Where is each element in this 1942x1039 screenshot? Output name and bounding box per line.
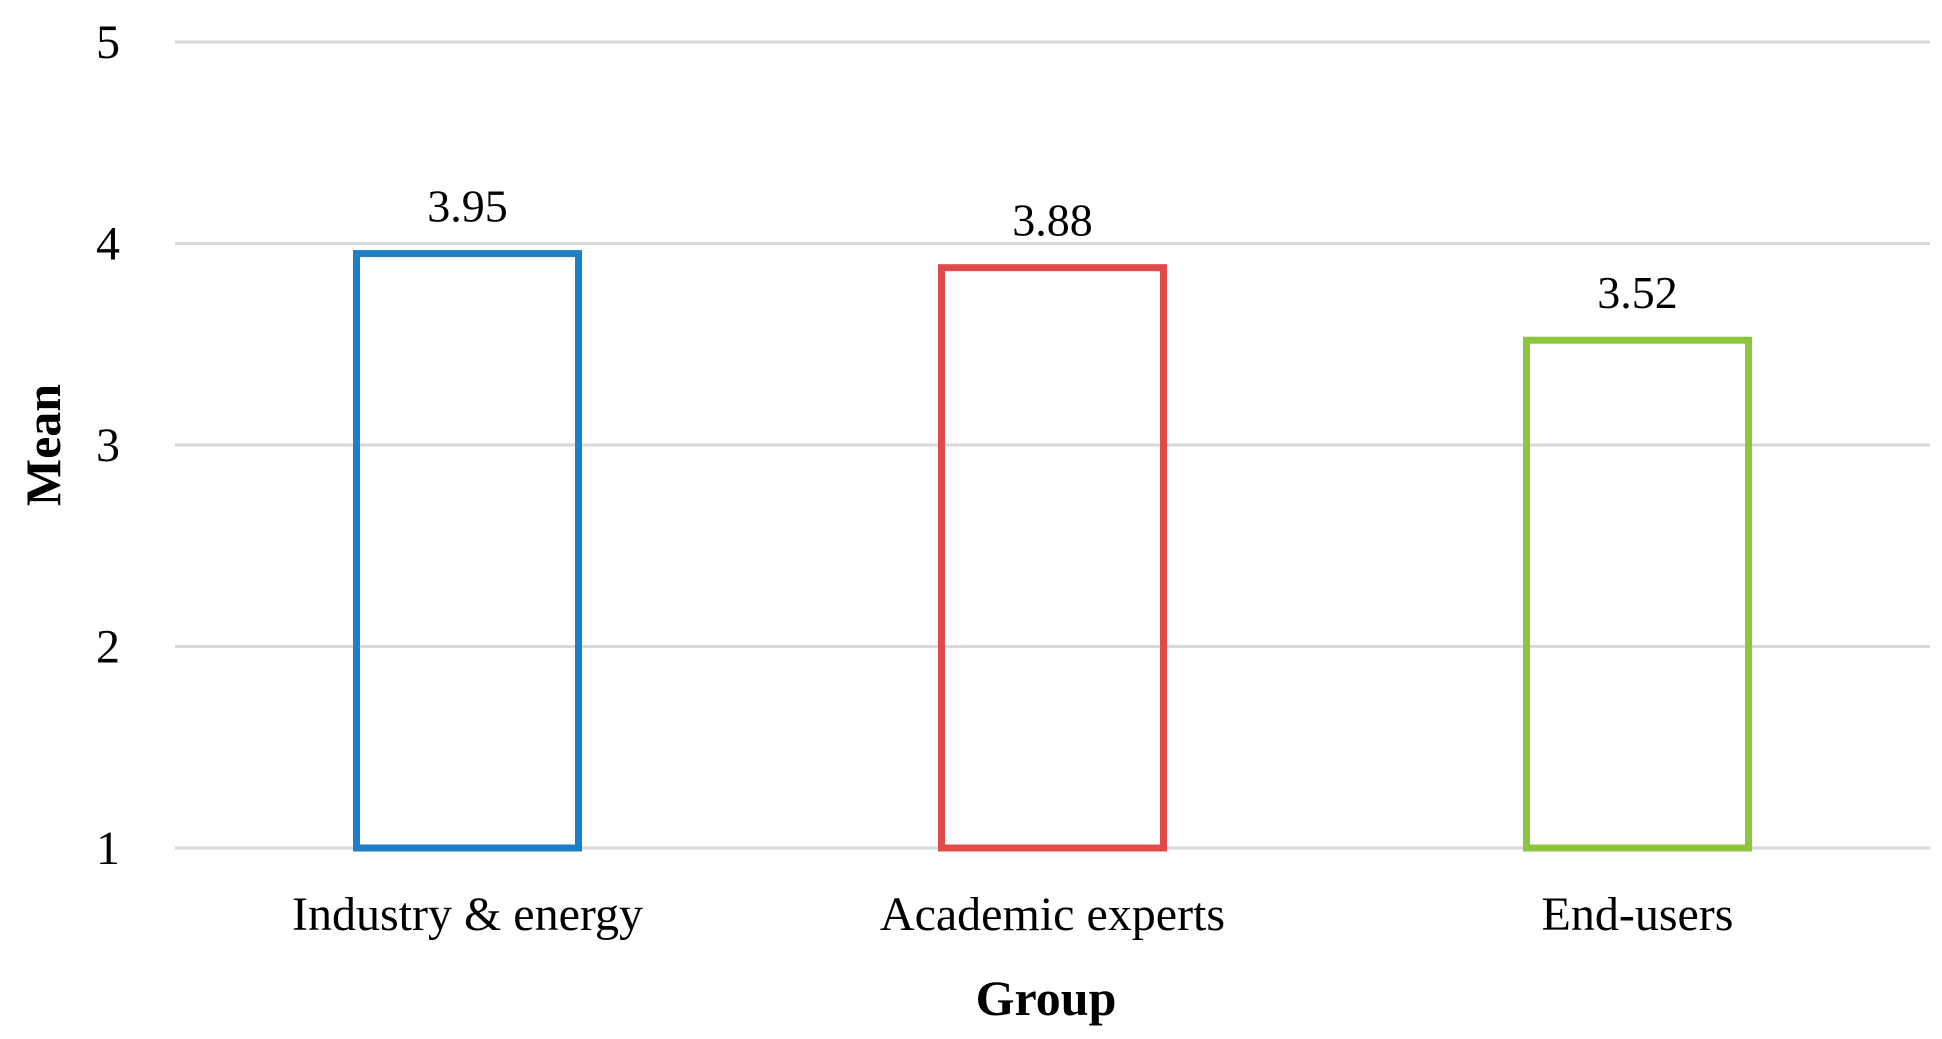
bars bbox=[353, 250, 1752, 852]
x-tick-label: End-users bbox=[1542, 888, 1734, 941]
y-tick-label: 5 bbox=[96, 16, 120, 69]
x-axis-tick-labels: Industry & energy Academic experts End-use… bbox=[292, 888, 1734, 941]
x-axis-title: Group bbox=[976, 970, 1117, 1026]
x-tick-label: Industry & energy bbox=[292, 888, 643, 941]
bar-industry-energy bbox=[353, 250, 582, 852]
y-tick-label: 1 bbox=[96, 822, 120, 875]
data-label: 3.95 bbox=[427, 181, 508, 232]
y-tick-label: 4 bbox=[96, 218, 120, 271]
y-tick-label: 2 bbox=[96, 621, 120, 674]
data-label: 3.52 bbox=[1597, 267, 1678, 318]
y-axis-title: Mean bbox=[15, 384, 71, 506]
bar-academic-experts bbox=[938, 264, 1167, 852]
bar-end-users bbox=[1523, 336, 1752, 852]
gridlines bbox=[175, 40, 1930, 850]
y-tick-label: 3 bbox=[96, 419, 120, 472]
x-tick-label: Academic experts bbox=[880, 888, 1225, 941]
y-axis-tick-labels: 1 2 3 4 5 bbox=[96, 16, 120, 875]
data-labels: 3.95 3.88 3.52 bbox=[427, 181, 1678, 319]
data-label: 3.88 bbox=[1012, 195, 1093, 246]
